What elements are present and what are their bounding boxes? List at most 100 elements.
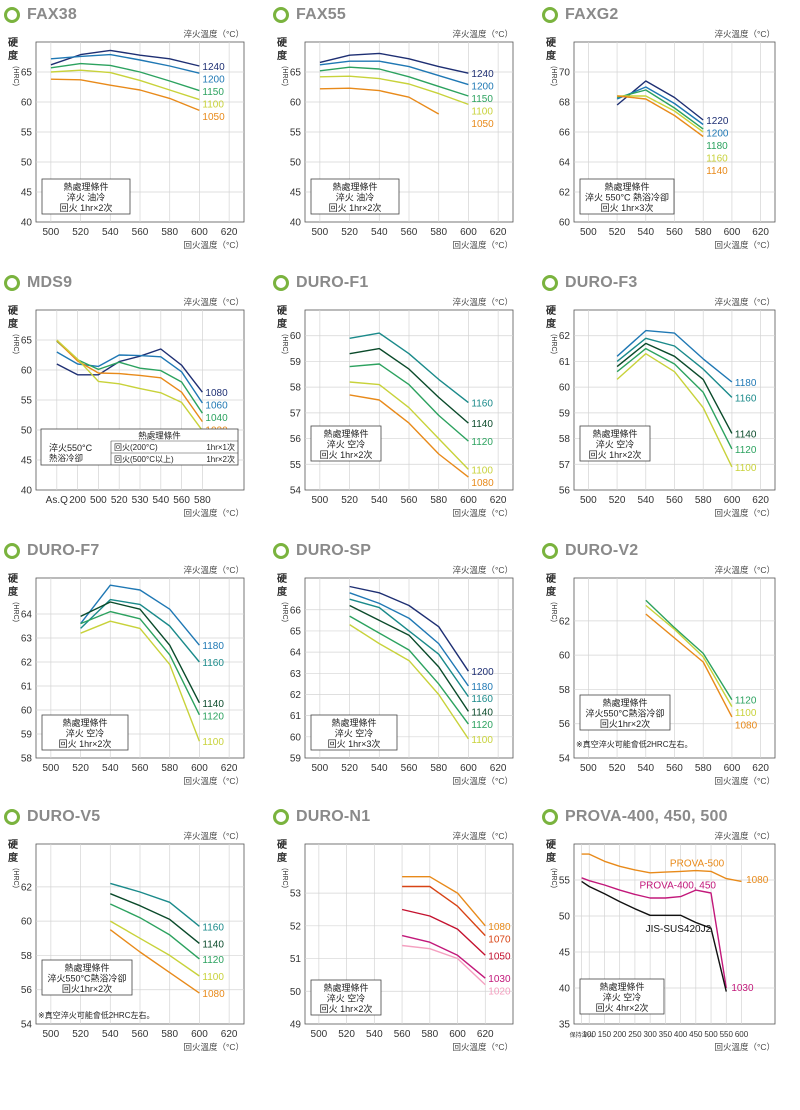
series-label: 1160 [471,399,493,410]
x-tick-label: 580 [161,1029,178,1040]
y-tick-label: 70 [559,68,571,79]
y-tick-label: 65 [290,68,302,79]
series-label: 1140 [706,166,728,177]
legend-title: 淬火溫度（°C） [183,565,244,575]
circle-bullet-icon [273,7,289,23]
series-label: 1080 [205,388,228,399]
legend-title: 淬火溫度（°C） [452,297,513,307]
x-tick-label: 600 [191,227,208,238]
x-tick-label: 580 [161,763,178,774]
chart-title: DURO-V2 [542,540,638,562]
series-label: JIS-SUS420J2 [646,924,712,935]
y-tick-label: 55 [21,396,33,407]
y-tick-label: 57 [559,460,571,471]
condition-line: 淬火 空冷 [327,993,366,1004]
table-cell: 1hr×1次 [206,442,235,452]
y-axis-label-char: 硬 [277,573,288,585]
x-tick-label: 520 [341,495,358,506]
x-tick-label: 500 [43,763,60,774]
series-label: 1100 [202,100,224,111]
x-tick-label: 580 [430,763,447,774]
series-label: 1120 [735,696,757,707]
chart-panel-duro-f7: DURO-F7 58 59 60 61 62 63 64 500 520 540 560 580 600… [2,540,270,806]
chart-svg: 54 55 56 57 58 59 60 500 520 540 560 580 600 620 淬火溫度（… [277,297,514,518]
condition-line: 淬火 空冷 [335,728,374,739]
series-line-1020 [402,944,486,986]
chart-title: MDS9 [4,272,72,294]
series-line-1160 [616,337,733,398]
x-tick-label: 580 [421,1029,438,1040]
series-line-1140 [349,604,469,712]
y-tick-label: 62 [21,658,33,669]
y-tick-label: 56 [21,985,33,996]
series-label: 1150 [202,87,224,98]
y-tick-label: 54 [290,486,302,497]
series-line-1040 [56,340,203,414]
x-tick-label: 150 [598,1030,612,1039]
y-tick-label: 40 [290,218,302,229]
chart-svg: 40 45 50 55 60 65 500 520 540 560 580 600 620 淬火溫度（°C… [277,29,514,250]
x-tick-label: 560 [132,227,149,238]
condition-line: 熱處理條件 [332,181,377,192]
y-axis-label-char: 度 [277,851,288,864]
x-tick-label: 580 [430,227,447,238]
y-tick-label: 66 [559,128,571,139]
series-label: PROVA-500 [670,858,725,869]
series-line-1100 [349,624,469,740]
y-tick-label: 54 [21,1020,33,1031]
series-line-1140 [617,95,704,138]
y-axis-label-char: 度 [546,317,557,330]
series-line-1160 [349,598,469,698]
chart-title: FAXG2 [542,4,618,26]
y-axis-label-char: 硬 [546,305,557,317]
condition-box [310,425,382,462]
chart-svg: 58 59 60 61 62 63 64 500 520 540 560 580 600 620 淬火溫度（… [8,565,245,786]
chart-svg: 54 56 58 60 62 500 520 540 560 580 600 620 淬火溫度（°C） 回… [546,565,776,786]
y-axis-label-char: 度 [8,851,19,864]
x-tick-label: 580 [430,495,447,506]
series-label: 1200 [471,667,494,678]
x-tick-label: 520 [72,763,89,774]
series-label: 1050 [488,951,511,962]
chart-panel-prova: PROVA-400, 450, 500 35 40 45 50 55 保持淬火 100 150… [540,806,800,1072]
condition-box [579,178,675,215]
series-line-1180 [616,89,704,130]
series-label: 1140 [471,707,493,718]
x-tick-label: 520 [609,227,626,238]
y-tick-label: 45 [21,456,33,467]
x-tick-label: 500 [580,495,597,506]
condition-line: 熱處理條件 [323,428,368,439]
series-label: 1080 [202,989,225,1000]
legend-title: 淬火溫度（°C） [183,831,244,841]
y-tick-label: 45 [290,188,302,199]
y-axis-unit: (HRC) [12,868,19,888]
condition-box [310,979,382,1016]
series-label: 1100 [471,465,493,476]
y-tick-label: 51 [290,954,302,965]
series-line-1180 [80,584,200,646]
condition-table [40,428,239,466]
condition-box [41,959,133,996]
y-tick-label: 55 [290,128,302,139]
condition-line: 回火1hr×2次 [600,718,650,729]
x-axis-label: 回火溫度（°C） [183,1042,244,1052]
chart-svg: 49 50 51 52 53 500 520 540 560 580 600 620 淬火溫度（°C） 回… [277,831,514,1052]
x-tick-label: 620 [221,763,238,774]
x-axis-label: 回火溫度（°C） [183,240,244,250]
x-tick-label: 250 [628,1030,642,1039]
chart-title: DURO-SP [273,540,371,562]
x-tick-label: 560 [401,227,418,238]
chart-svg: 56 57 58 59 60 61 62 500 520 540 560 580 600 620 淬火溫度（… [546,297,776,518]
y-tick-label: 66 [290,605,302,616]
x-axis-label: 回火溫度（°C） [714,240,775,250]
series-line-1160 [349,332,469,404]
series-line-1180 [349,592,469,687]
y-tick-label: 55 [21,128,33,139]
x-tick-label: 620 [221,227,238,238]
chart-title-text: MDS9 [27,274,73,291]
y-tick-label: 62 [21,882,33,893]
series-line-1150 [319,66,469,97]
y-tick-label: 58 [559,685,571,696]
condition-line: 淬火550°C熱浴冷卻 [47,973,126,984]
y-axis-unit: (HRC) [281,868,288,888]
